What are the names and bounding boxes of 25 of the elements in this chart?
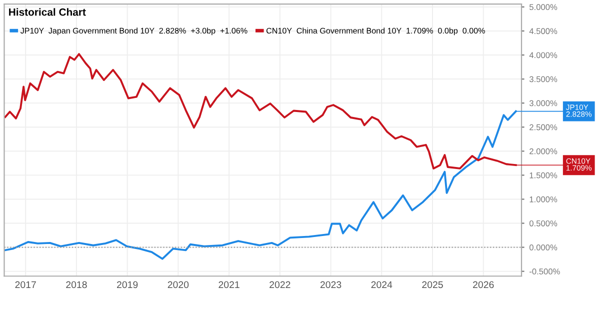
- y-tick-label: 0.000%: [529, 244, 558, 250]
- y-tick-label: 2.500%: [530, 124, 558, 130]
- chart-title: Historical Chart: [9, 8, 86, 16]
- y-tick-label: 5.000%: [529, 4, 558, 10]
- y-tick-label: 0.500%: [529, 220, 558, 226]
- x-tick-label: 2022: [270, 281, 290, 288]
- y-tick-label: 1.000%: [530, 196, 558, 202]
- x-tick-label: 2020: [168, 281, 189, 288]
- y-tick-label: 3.000%: [529, 100, 558, 106]
- legend-label: JP10Y Japan Government Bond 10Y 2.828% +3.0bp +1.06%: [20, 28, 248, 36]
- x-tick-label: 2026: [473, 281, 494, 288]
- x-tick-label: 2021: [218, 281, 240, 288]
- x-tick-label: 2018: [66, 281, 87, 288]
- x-tick-label: 2017: [15, 281, 36, 288]
- x-tick-label: 2025: [422, 281, 443, 288]
- y-tick-label: 3.500%: [529, 76, 558, 82]
- x-tick-label: 2023: [320, 281, 342, 288]
- x-tick-label: 2024: [371, 281, 392, 288]
- y-tick-label: 1.500%: [530, 172, 558, 178]
- y-tick-label: 4.500%: [529, 28, 558, 34]
- y-tick-label: 4.000%: [529, 52, 558, 58]
- y-tick-label: -0.500%: [530, 268, 560, 274]
- y-tick-label: 2.000%: [530, 148, 558, 154]
- legend-label: CN10Y China Government Bond 10Y 1.709% 0.0bp 0.00%: [266, 28, 485, 36]
- x-tick-label: 2019: [117, 281, 138, 288]
